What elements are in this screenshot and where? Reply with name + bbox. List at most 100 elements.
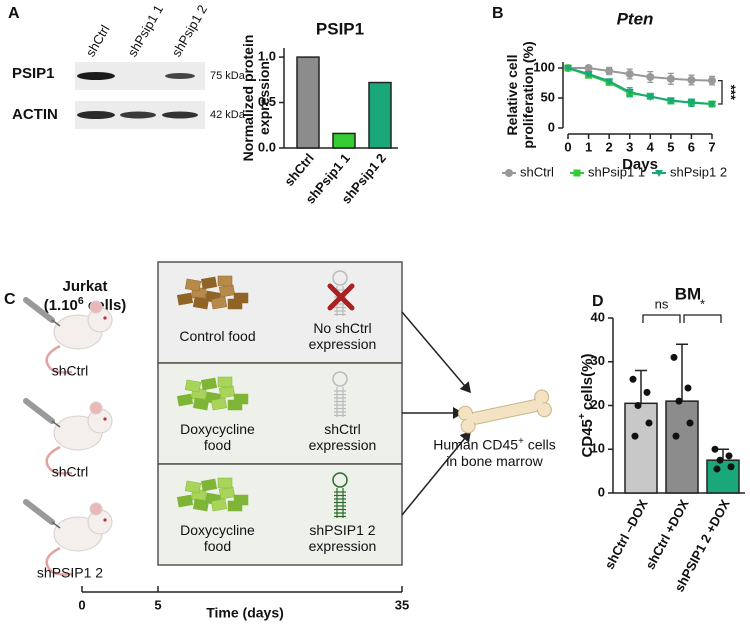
data-point xyxy=(666,97,675,105)
food-label-box: Control food xyxy=(179,327,256,344)
food-pellet xyxy=(176,292,194,306)
panel-label: B xyxy=(492,5,504,22)
y-tick-label: 0.5 xyxy=(258,94,276,109)
outcome-text: Human CD45 xyxy=(433,436,519,453)
bar xyxy=(665,400,699,494)
expression-label: No shCtrl expression xyxy=(308,319,377,352)
chart-title: PSIP1 xyxy=(316,19,364,38)
x-tick-label: shCtrl –DOX xyxy=(601,497,650,572)
data-point xyxy=(631,432,639,440)
legend-marker xyxy=(505,169,513,177)
y-tick-label: 0.0 xyxy=(258,139,276,154)
shrna-loop xyxy=(332,472,348,488)
needle xyxy=(51,521,61,529)
y-axis-label: CD45+ cells(%) xyxy=(577,354,596,458)
data-point xyxy=(687,99,696,107)
data-point xyxy=(564,65,572,72)
legend-label: shCtrl xyxy=(520,164,554,179)
data-point xyxy=(625,89,634,96)
bar xyxy=(296,56,320,149)
bar xyxy=(706,459,740,494)
legend-marker xyxy=(573,169,581,177)
y-tick-label: 0 xyxy=(548,119,555,134)
data-point xyxy=(645,419,653,427)
outcome-text: Human CD45+ cells in bone marrow xyxy=(432,436,557,469)
outcome-box: Human CD45+ cells in bone marrow xyxy=(432,436,557,469)
lane-label: shCtrl xyxy=(83,22,113,59)
series-line xyxy=(567,67,713,105)
error-bar xyxy=(635,369,647,404)
x-tick-label: 7 xyxy=(708,139,715,154)
y-tick-label: 1.0 xyxy=(258,49,276,64)
mouse-tail xyxy=(45,445,73,475)
food-label: Doxycycline food xyxy=(180,521,255,554)
mouse-tail xyxy=(45,344,73,374)
data-point xyxy=(727,463,735,471)
food-pellet xyxy=(227,298,243,310)
food-pellet xyxy=(227,399,243,411)
food-pellet xyxy=(192,296,210,310)
food-pellet xyxy=(200,377,218,391)
outcome-text: cells in bone marrow xyxy=(446,436,556,469)
food-label-box: Doxycycline food xyxy=(180,420,255,453)
panel-label: A xyxy=(8,5,20,22)
legend-label: shPsip1 2 xyxy=(670,164,727,179)
data-point xyxy=(713,465,721,473)
x-tick-label: 5 xyxy=(667,139,674,154)
syringe xyxy=(23,398,55,424)
group-row xyxy=(157,362,403,465)
panel-label: D xyxy=(592,293,604,310)
shrna-loop xyxy=(332,371,348,387)
expression-label-box: No shCtrl expression xyxy=(308,319,377,352)
food-pellet xyxy=(210,296,228,310)
y-tick-label: 10 xyxy=(591,441,605,456)
timeline-label: 35 xyxy=(395,597,409,612)
lane-label: shPsip1 1 xyxy=(125,2,167,59)
bar xyxy=(332,132,356,149)
food-pellet xyxy=(200,276,218,290)
bar xyxy=(368,81,392,149)
x-tick-label: shCtrl xyxy=(281,150,317,188)
expression-label: shPSIP1 2 expression xyxy=(308,521,377,554)
row-label: PSIP1 xyxy=(12,65,55,82)
data-point xyxy=(670,353,678,361)
y-tick-label: 40 xyxy=(591,309,605,324)
food-label: Doxycycline food xyxy=(180,420,255,453)
data-point xyxy=(672,432,680,440)
x-tick-label: 3 xyxy=(626,139,633,154)
food-pellet xyxy=(176,494,194,508)
group-row xyxy=(157,463,403,566)
needle xyxy=(51,420,61,428)
food-pellet xyxy=(218,486,236,500)
data-point xyxy=(708,76,716,85)
food-label: Control food xyxy=(179,327,256,344)
significance-label: * xyxy=(700,296,705,311)
mouse-ear xyxy=(89,502,103,516)
size-label: 42 kDa xyxy=(210,109,246,121)
injection-box: Jurkat(1.106 cells) xyxy=(43,278,127,315)
data-point xyxy=(708,101,716,108)
food-pellet xyxy=(217,376,233,388)
data-point xyxy=(686,419,694,427)
food-pellet xyxy=(176,393,194,407)
y-axis-label: CD45 xyxy=(579,419,596,457)
food-pellet xyxy=(217,477,233,489)
outcome-sup: + xyxy=(518,436,524,447)
data-point xyxy=(666,74,675,83)
x-tick-label: 0 xyxy=(564,139,571,154)
data-point xyxy=(684,384,692,392)
chart-title: BM xyxy=(675,284,701,303)
data-point xyxy=(605,78,614,86)
injection-text: (1.10 xyxy=(43,297,78,315)
western-blot: shCtrl shPsip1 1 shPsip1 2 PSIP1 ACTIN 7… xyxy=(12,2,246,129)
data-point xyxy=(725,452,733,460)
food-pellet xyxy=(218,284,236,298)
y-axis-label-sup: + xyxy=(577,413,588,419)
bar xyxy=(624,402,658,494)
y-tick-label: 30 xyxy=(591,353,605,368)
band xyxy=(120,111,156,119)
data-point xyxy=(643,388,651,396)
y-tick-label: 50 xyxy=(541,89,555,104)
data-point xyxy=(629,375,637,383)
mouse-label: shCtrl xyxy=(52,464,89,480)
